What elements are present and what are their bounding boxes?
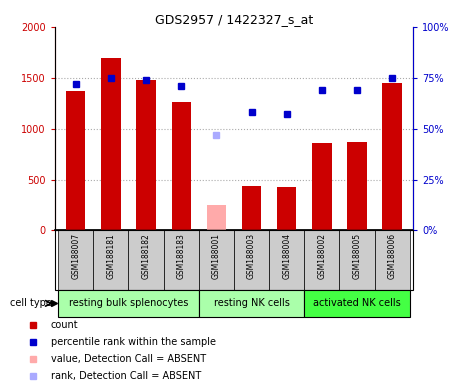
Text: value, Detection Call = ABSENT: value, Detection Call = ABSENT [51, 354, 206, 364]
Bar [382, 83, 402, 230]
Bar [234, 230, 269, 290]
Bar [93, 230, 128, 290]
Bar [58, 290, 199, 317]
Bar [242, 185, 261, 230]
Text: activated NK cells: activated NK cells [313, 298, 401, 308]
Text: count: count [51, 320, 78, 330]
Text: GSM188182: GSM188182 [142, 233, 151, 278]
Text: GSM188183: GSM188183 [177, 233, 186, 279]
Bar [207, 205, 226, 230]
Bar [269, 230, 304, 290]
Bar [66, 91, 86, 230]
Text: resting bulk splenocytes: resting bulk splenocytes [69, 298, 188, 308]
Bar [312, 143, 332, 230]
Bar [277, 187, 296, 230]
Bar [375, 230, 410, 290]
Bar [199, 290, 304, 317]
Text: GSM188007: GSM188007 [71, 233, 80, 279]
Text: GSM188002: GSM188002 [317, 233, 326, 279]
Title: GDS2957 / 1422327_s_at: GDS2957 / 1422327_s_at [155, 13, 313, 26]
Bar [340, 230, 375, 290]
Bar [347, 142, 367, 230]
Bar [171, 102, 191, 230]
Text: GSM188001: GSM188001 [212, 233, 221, 279]
Bar [58, 230, 93, 290]
Text: GSM188005: GSM188005 [352, 233, 361, 279]
Bar [304, 230, 340, 290]
Text: resting NK cells: resting NK cells [214, 298, 289, 308]
Text: GSM188181: GSM188181 [106, 233, 115, 278]
Text: cell type: cell type [10, 298, 52, 308]
Bar [304, 290, 410, 317]
Bar [136, 80, 156, 230]
Bar [163, 230, 199, 290]
Bar [101, 58, 121, 230]
Text: rank, Detection Call = ABSENT: rank, Detection Call = ABSENT [51, 371, 201, 381]
Text: percentile rank within the sample: percentile rank within the sample [51, 337, 216, 347]
Bar [128, 230, 163, 290]
Text: GSM188006: GSM188006 [388, 233, 397, 279]
Text: GSM188003: GSM188003 [247, 233, 256, 279]
Text: GSM188004: GSM188004 [282, 233, 291, 279]
Bar [199, 230, 234, 290]
